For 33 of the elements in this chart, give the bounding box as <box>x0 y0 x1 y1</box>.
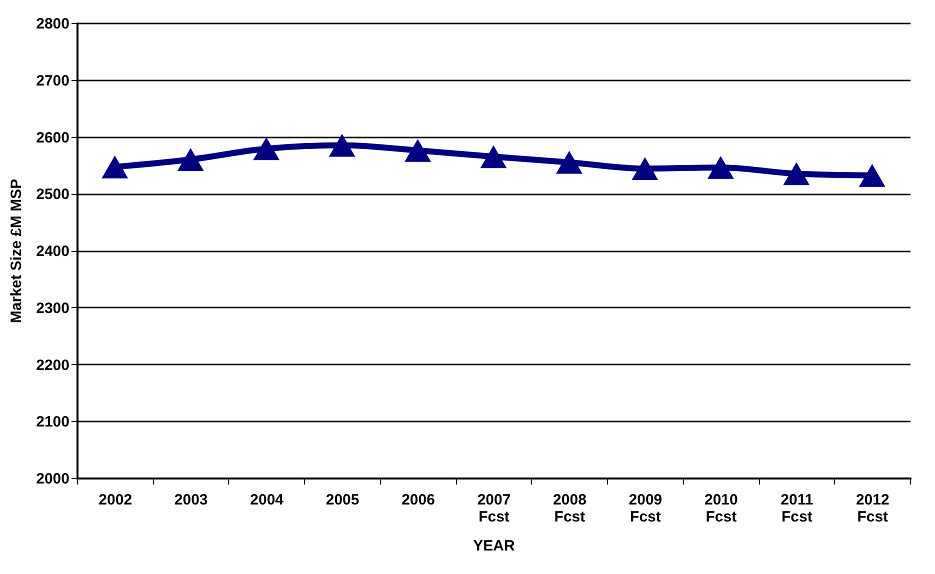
point <box>632 157 658 180</box>
point <box>783 162 810 186</box>
point <box>707 156 734 179</box>
x-tick-label: 2007 Fcst <box>477 492 511 526</box>
x-tick-label: 2005 <box>326 492 360 508</box>
x-axis-title: YEAR <box>473 538 515 554</box>
x-tick-label: 2010 Fcst <box>704 492 738 526</box>
y-tick-label: 2100 <box>36 414 70 431</box>
y-tick-label: 2700 <box>36 72 70 90</box>
point <box>102 155 128 178</box>
x-tick-label: 2009 Fcst <box>628 492 662 526</box>
point <box>858 164 886 187</box>
x-tick-label: 2003 <box>174 492 208 508</box>
y-tick-label: 2800 <box>36 16 70 32</box>
x-tick-label: 2004 <box>250 492 284 508</box>
point <box>404 138 431 162</box>
point <box>480 145 507 168</box>
y-tick-label: 2000 <box>36 470 70 488</box>
point <box>253 137 280 160</box>
x-tick-label: 2011 Fcst <box>780 492 814 526</box>
y-axis-title: Market Size £M MSP <box>8 178 26 324</box>
y-tick-label: 2500 <box>36 186 70 204</box>
y-tick-label: 2200 <box>36 356 70 374</box>
point <box>556 150 582 174</box>
x-tick-label: 2008 Fcst <box>553 492 586 526</box>
point <box>177 148 204 171</box>
y-tick-label: 2400 <box>36 243 70 260</box>
x-tick-label: 2002 <box>98 492 132 508</box>
point <box>328 134 356 157</box>
x-tick-label: 2012 Fcst <box>856 492 890 526</box>
y-tick-label: 2300 <box>36 300 70 317</box>
y-tick-label: 2600 <box>36 129 70 146</box>
x-tick-label: 2006 <box>402 492 435 508</box>
